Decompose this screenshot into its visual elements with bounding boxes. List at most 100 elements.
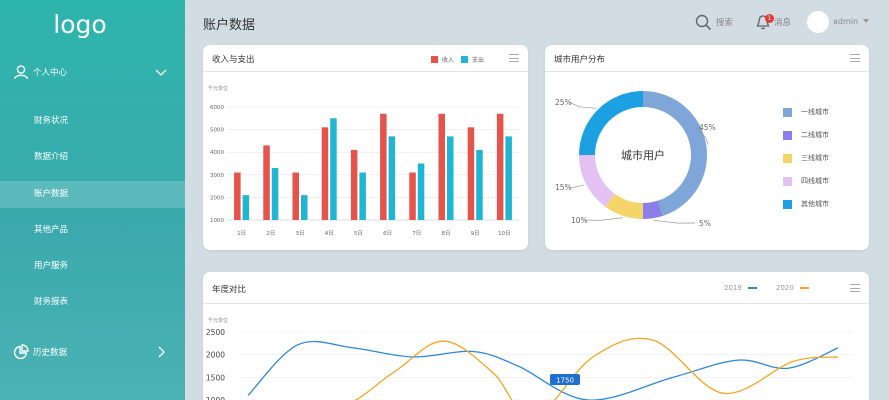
message-badge: 1	[765, 14, 774, 23]
legend-line-2020	[799, 287, 809, 289]
slice-percent-label: 45%	[699, 123, 716, 132]
sidebar-group-label: 个人中心	[33, 68, 68, 78]
annual-comparison-card: 年度对比 2019 2020 千元单位 1000 1500 2000 2500 1750	[203, 272, 869, 400]
donut-slice	[643, 200, 663, 219]
bar-expense	[447, 136, 454, 220]
label-leader-line	[653, 219, 696, 224]
legend-2020[interactable]: 2020	[776, 284, 809, 292]
bar-income	[438, 113, 445, 220]
search-label: 搜索	[716, 18, 734, 28]
legend-swatch-expense	[461, 56, 468, 63]
bar-income	[350, 149, 358, 220]
y-unit-label: 千元单位	[208, 85, 228, 92]
y-tick-label: 3000	[210, 173, 224, 179]
bar-income	[321, 127, 329, 220]
y-unit-label: 千元单位	[208, 317, 228, 324]
bar-income	[467, 127, 475, 220]
value-tooltip: 1750	[550, 374, 580, 385]
page-title: 账户数据	[203, 18, 256, 33]
legend-income[interactable]: 收入	[431, 55, 454, 64]
series-line-2019	[247, 340, 839, 400]
donut-slice	[643, 91, 707, 216]
y-tick-label: 2000	[206, 351, 225, 360]
legend-2019[interactable]: 2019	[724, 284, 757, 292]
menu-icon[interactable]	[850, 284, 860, 292]
messages-label: 消息	[774, 18, 792, 28]
tooltip-value: 1750	[556, 377, 574, 385]
y-tick-label: 4000	[210, 150, 224, 156]
sidebar-item-user-service[interactable]: 用户服务	[34, 261, 69, 271]
income-expense-card: 收入与支出 收入 支出 千元单位 » 100020003000400050006…	[203, 45, 528, 250]
avatar[interactable]	[807, 11, 829, 33]
annual-line-chart: 千元单位 1000 1500 2000 2500 1750	[206, 317, 853, 400]
y-tick-label: 1000	[210, 218, 224, 224]
legend-item-other[interactable]: 其他城市	[783, 199, 829, 209]
slice-percent-label: 5%	[699, 219, 711, 228]
bar-expense	[359, 172, 366, 220]
x-tick-label: 4日	[325, 230, 334, 237]
legend-item-tier4[interactable]: 四线城市	[783, 176, 829, 186]
card-title: 城市用户分布	[554, 55, 606, 65]
bar-income	[496, 113, 504, 220]
y-tick-label: 2500	[206, 328, 225, 337]
bar-expense	[271, 168, 279, 220]
logo: logo	[53, 10, 107, 39]
label-leader-line	[568, 184, 585, 188]
y-tick-label: 2000	[210, 195, 224, 201]
sidebar-item-account-data[interactable]: 账户数据	[0, 181, 185, 208]
slice-percent-label: 25%	[555, 98, 572, 107]
label-leader-line	[694, 126, 709, 145]
user-dropdown-caret[interactable]	[863, 19, 869, 23]
bar-expense	[417, 163, 425, 220]
y-tick-label: 6000	[210, 105, 224, 111]
sidebar-group-history[interactable]: 历史数据	[0, 324, 185, 380]
city-users-card: 城市用户分布 45% 5% 10% 15% 25% 城市用户 一线城市 二线城市 三线城市…	[545, 45, 869, 250]
legend-expense[interactable]: 支出	[461, 55, 484, 64]
legend-swatch-income	[431, 56, 438, 63]
sidebar-group-label: 历史数据	[33, 348, 68, 358]
y-tick-label: 1500	[206, 373, 225, 382]
x-tick-label: 2日	[266, 230, 275, 237]
bar-expense	[388, 136, 396, 220]
card-title: 收入与支出	[212, 55, 255, 65]
legend-item-tier3[interactable]: 三线城市	[783, 153, 829, 163]
x-tick-label: 5日	[354, 230, 363, 237]
series-line-2020	[354, 337, 839, 400]
x-tick-label: 10日	[498, 230, 511, 237]
slice-percent-label: 10%	[571, 216, 588, 225]
y-tick-label: 1000	[206, 396, 225, 400]
search-button[interactable]: 搜索	[695, 11, 733, 33]
x-tick-label: 9日	[471, 230, 480, 237]
menu-icon[interactable]	[850, 54, 860, 62]
donut-center-label: 城市用户	[621, 148, 665, 162]
username[interactable]: admin	[833, 17, 859, 26]
legend-line-2019	[747, 287, 757, 289]
chevron-right-icon	[158, 346, 165, 358]
menu-icon[interactable]	[509, 54, 519, 62]
slice-percent-label: 15%	[555, 183, 572, 192]
sidebar-group-personal-center[interactable]: 个人中心	[0, 44, 185, 100]
sidebar-item-finance-report[interactable]: 财务报表	[34, 297, 69, 307]
bar-expense	[330, 118, 337, 220]
sidebar-item-data-intro[interactable]: 数据介绍	[34, 152, 69, 162]
sidebar: logo 个人中心 财务状况 数据介绍 账户数据 其他产品 用户服务 财务报表 …	[0, 0, 185, 400]
sidebar-item-finance-status[interactable]: 财务状况	[34, 116, 69, 126]
pie-chart-icon	[13, 344, 29, 360]
search-icon	[695, 14, 712, 30]
bar-expense	[301, 195, 308, 220]
legend-item-tier1[interactable]: 一线城市	[783, 107, 829, 117]
bar-income	[234, 172, 241, 220]
sidebar-item-other-products[interactable]: 其他产品	[34, 225, 69, 235]
label-leader-line	[568, 101, 597, 109]
city-users-donut-chart: 45% 5% 10% 15% 25% 城市用户	[555, 91, 716, 228]
card-title: 年度对比	[212, 285, 247, 295]
messages-button[interactable]: 1 消息	[756, 11, 791, 33]
label-leader-line	[584, 217, 623, 221]
income-expense-bar-chart: 千元单位 » 1000200030004000500060001日2日3日4日5…	[208, 85, 519, 237]
user-icon	[13, 65, 29, 80]
x-tick-label: 6日	[383, 230, 392, 237]
donut-slice	[579, 155, 615, 207]
bar-income	[292, 172, 299, 220]
donut-slice	[605, 193, 643, 219]
legend-item-tier2[interactable]: 二线城市	[783, 130, 829, 140]
